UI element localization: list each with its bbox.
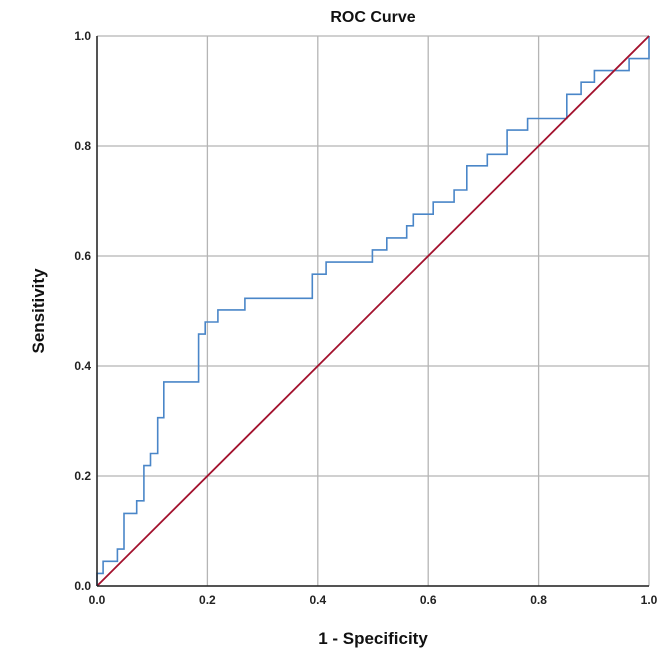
y-tick-label: 0.6 [74, 249, 91, 263]
tick-labels: 0.0 0.2 0.4 0.6 0.8 1.0 0.0 0.2 0.4 0.6 0.8 1.0 [74, 29, 657, 607]
x-tick-label: 0.4 [309, 593, 326, 607]
x-axis-title: 1 - Specificity [318, 629, 428, 648]
y-tick-label: 0.8 [74, 139, 91, 153]
x-tick-label: 0.6 [420, 593, 437, 607]
reference-diagonal-line [96, 35, 650, 587]
x-tick-label: 0.0 [89, 593, 106, 607]
y-tick-label: 0.2 [74, 469, 91, 483]
roc-curve-line [96, 36, 650, 586]
grid [96, 35, 650, 587]
y-tick-label: 0.0 [74, 579, 91, 593]
series [96, 35, 650, 587]
x-tick-label: 1.0 [641, 593, 658, 607]
y-tick-label: 1.0 [74, 29, 91, 43]
chart-title: ROC Curve [330, 9, 415, 26]
x-tick-label: 0.2 [199, 593, 216, 607]
y-tick-label: 0.4 [74, 359, 91, 373]
x-tick-label: 0.8 [530, 593, 547, 607]
y-axis-title: Sensitivity [29, 268, 48, 354]
